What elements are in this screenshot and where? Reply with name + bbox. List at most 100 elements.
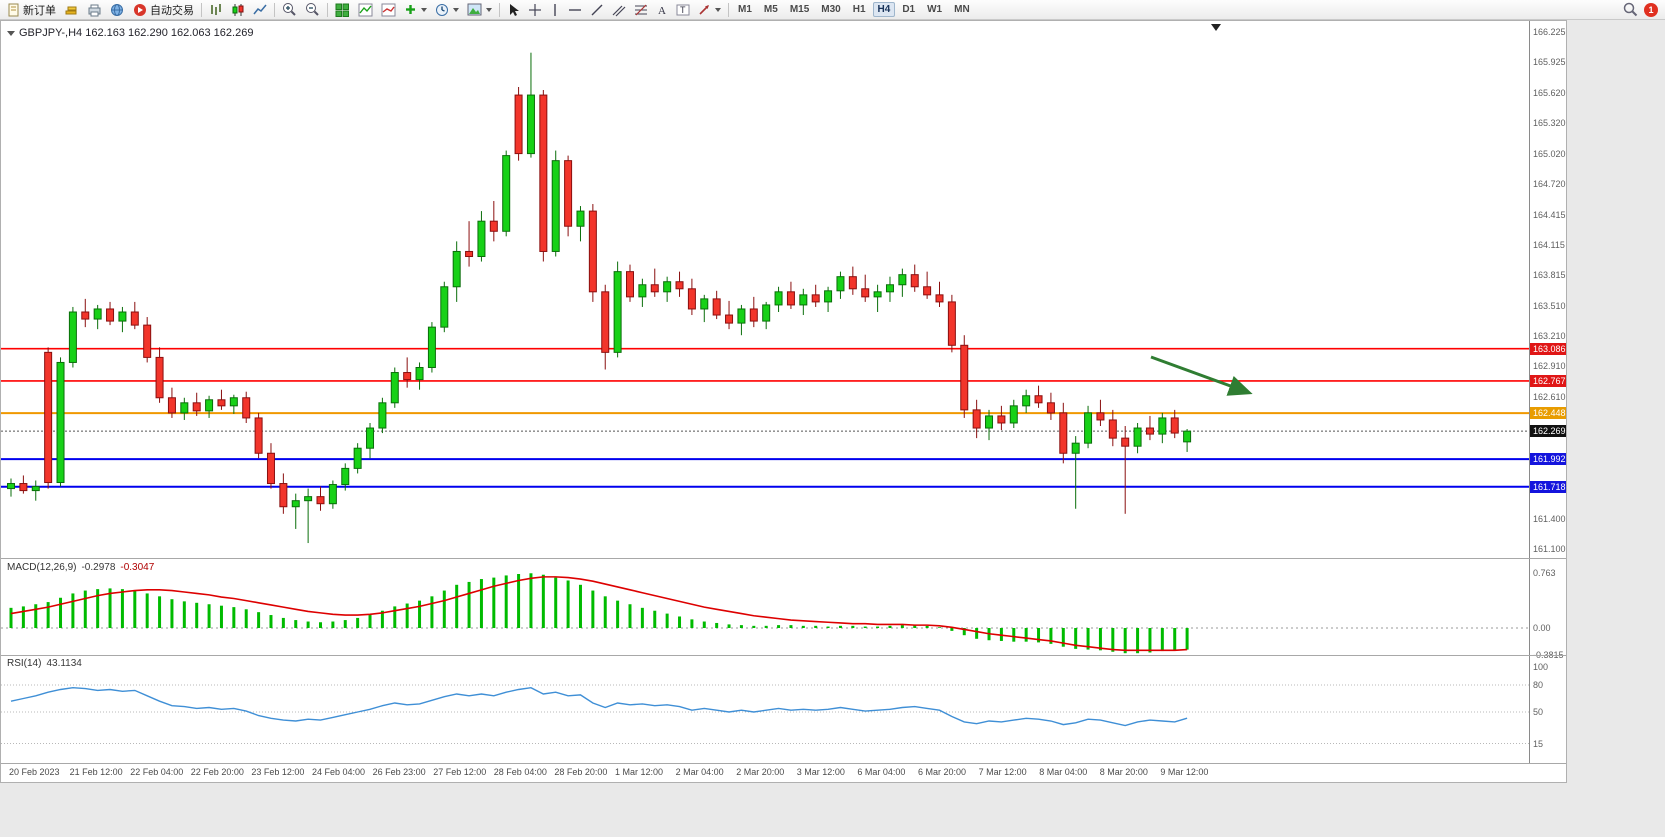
time-axis-label: 8 Mar 04:00 bbox=[1039, 767, 1088, 777]
timeframe-button-m5[interactable]: M5 bbox=[763, 4, 778, 15]
templates-dropdown[interactable] bbox=[463, 0, 496, 20]
timeframe-group: M1 M5 M15 M30 H1 H4 D1 W1 MN bbox=[732, 2, 976, 17]
plus-icon bbox=[406, 5, 415, 14]
fibonacci-button[interactable] bbox=[630, 0, 652, 20]
price-axis-label: 165.020 bbox=[1533, 148, 1566, 159]
time-axis-label: 7 Mar 12:00 bbox=[978, 767, 1027, 777]
price-axis-label: 164.415 bbox=[1533, 209, 1566, 220]
candlestick-chart-button[interactable] bbox=[227, 0, 249, 20]
new-order-button[interactable]: 新订单 bbox=[3, 0, 60, 20]
search-icon[interactable] bbox=[1623, 2, 1638, 17]
indicators-button[interactable] bbox=[354, 0, 377, 20]
time-axis-label: 9 Mar 12:00 bbox=[1160, 767, 1209, 777]
timeframe-button-m1[interactable]: M1 bbox=[738, 4, 752, 15]
timeframe-button-h1[interactable]: H1 bbox=[852, 4, 866, 15]
price-axis-label: 164.115 bbox=[1533, 239, 1565, 250]
price-axis-label: 165.320 bbox=[1533, 118, 1566, 129]
template-image-icon bbox=[467, 3, 482, 16]
autotrade-play-icon bbox=[134, 3, 146, 16]
new-order-icon bbox=[8, 3, 19, 16]
tile-windows-icon bbox=[335, 3, 349, 17]
shapes-dropdown[interactable] bbox=[694, 0, 725, 20]
vertical-line-button[interactable] bbox=[546, 0, 564, 20]
svg-text:A: A bbox=[658, 5, 666, 17]
macd-signal-value: -0.3047 bbox=[120, 562, 155, 573]
timeframe-button-mn[interactable]: MN bbox=[954, 4, 970, 15]
time-axis-label: 1 Mar 12:00 bbox=[615, 767, 664, 777]
time-axis-label: 28 Feb 04:00 bbox=[493, 767, 547, 777]
rsi-label: RSI(14) 43.1134 bbox=[7, 658, 82, 669]
pane-separator[interactable] bbox=[1, 558, 1566, 559]
new-order-label: 新订单 bbox=[23, 4, 56, 17]
fibonacci-icon bbox=[635, 4, 647, 15]
vertical-line-icon bbox=[554, 3, 556, 16]
timeframe-button-m15[interactable]: M15 bbox=[789, 4, 810, 15]
chevron-down-icon bbox=[421, 7, 427, 12]
timeframe-button-d1[interactable]: D1 bbox=[902, 4, 916, 15]
quotes-button[interactable] bbox=[60, 0, 83, 20]
price-chart-canvas[interactable] bbox=[1, 21, 1529, 763]
arrow-shape-icon bbox=[699, 5, 709, 15]
text-button[interactable]: A bbox=[652, 0, 672, 20]
horizontal-line-button[interactable] bbox=[564, 0, 586, 20]
periods-dropdown[interactable] bbox=[431, 0, 463, 20]
price-axis-label: 15 bbox=[1533, 738, 1544, 749]
zoom-out-button[interactable] bbox=[301, 0, 324, 20]
label-button[interactable]: T bbox=[672, 0, 694, 20]
chart-title: GBPJPY-,H4 162.163 162.290 162.063 162.2… bbox=[7, 27, 253, 39]
channel-button[interactable] bbox=[608, 0, 630, 20]
text-a-icon: A bbox=[658, 5, 666, 17]
price-axis-label: 50 bbox=[1533, 707, 1544, 717]
cursor-button[interactable] bbox=[503, 0, 524, 20]
bar-chart-button[interactable] bbox=[205, 0, 227, 20]
timeframe-button-m30[interactable]: M30 bbox=[821, 4, 841, 15]
price-axis-label: 0.00 bbox=[1533, 623, 1551, 633]
toolbar-right-group: 1 bbox=[1623, 2, 1662, 17]
price-axis: 166.225 165.925 165.620 165.320 165.020 164.7… bbox=[1529, 21, 1566, 763]
add-indicator-dropdown[interactable] bbox=[400, 0, 431, 20]
pane-separator[interactable] bbox=[1, 655, 1566, 656]
toolbar-separator bbox=[327, 2, 328, 17]
zoom-in-icon bbox=[283, 3, 296, 16]
crosshair-button[interactable] bbox=[524, 0, 546, 20]
trendline-button[interactable] bbox=[586, 0, 608, 20]
autotrade-button[interactable]: 自动交易 bbox=[129, 0, 198, 20]
rsi-name: RSI(14) bbox=[7, 658, 42, 669]
line-chart-button[interactable] bbox=[249, 0, 271, 20]
price-axis-label: 166.225 bbox=[1533, 27, 1566, 37]
price-axis-label: 163.510 bbox=[1533, 300, 1566, 311]
time-axis-label: 6 Mar 20:00 bbox=[918, 767, 967, 777]
print-button[interactable] bbox=[83, 0, 106, 20]
price-axis-label: 165.620 bbox=[1533, 88, 1566, 99]
tile-windows-button[interactable] bbox=[331, 0, 354, 20]
symbol-menu-icon[interactable] bbox=[7, 30, 15, 36]
notifications-badge[interactable]: 1 bbox=[1644, 2, 1658, 17]
svg-text:T: T bbox=[680, 5, 686, 15]
price-axis-label: 164.720 bbox=[1533, 178, 1566, 189]
time-axis-label: 28 Feb 20:00 bbox=[554, 767, 608, 777]
price-marker-label: 162.269 bbox=[1530, 425, 1566, 438]
gold-bars-icon bbox=[65, 6, 77, 14]
zoom-in-button[interactable] bbox=[278, 0, 301, 20]
price-axis-label: 162.910 bbox=[1533, 361, 1566, 372]
chevron-down-icon bbox=[453, 7, 459, 12]
price-axis-label: 161.400 bbox=[1533, 513, 1566, 524]
time-axis-label: 22 Feb 20:00 bbox=[190, 767, 244, 777]
time-axis-label: 3 Mar 12:00 bbox=[796, 767, 845, 777]
indicator-chart-icon bbox=[358, 3, 373, 16]
price-marker-label: 161.718 bbox=[1530, 480, 1566, 493]
timeframe-button-w1[interactable]: W1 bbox=[927, 4, 943, 15]
chart-window: 166.225 165.925 165.620 165.320 165.020 164.7… bbox=[0, 20, 1567, 783]
timeframe-button-h4[interactable]: H4 bbox=[872, 2, 896, 17]
macd-name: MACD(12,26,9) bbox=[7, 562, 77, 573]
navigator-button[interactable] bbox=[106, 0, 129, 20]
chart-title-text: GBPJPY-,H4 162.163 162.290 162.063 162.2… bbox=[19, 27, 254, 39]
time-axis-label: 24 Feb 04:00 bbox=[312, 767, 366, 777]
horizontal-line-icon bbox=[569, 8, 581, 11]
indicator-list-button[interactable] bbox=[377, 0, 400, 20]
trendline-icon bbox=[591, 4, 603, 15]
time-axis-label: 23 Feb 12:00 bbox=[251, 767, 305, 777]
price-axis-label: 162.610 bbox=[1533, 391, 1566, 402]
price-marker-label: 161.992 bbox=[1530, 453, 1566, 466]
globe-icon bbox=[111, 3, 123, 16]
